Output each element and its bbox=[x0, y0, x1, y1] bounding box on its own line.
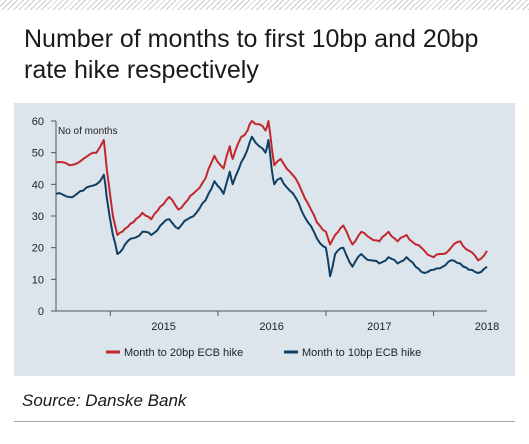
chart-title: Number of months to first 10bp and 20bp … bbox=[24, 25, 479, 84]
x-tick-label: 2015 bbox=[151, 321, 175, 333]
header-hatch-band bbox=[0, 0, 529, 10]
y-axis-label: No of months bbox=[58, 126, 117, 137]
source-note: Source: Danske Bank bbox=[22, 391, 187, 410]
legend-item-10bp-label: Month to 10bp ECB hike bbox=[302, 347, 421, 359]
x-tick-label: 2018 bbox=[475, 321, 499, 333]
y-tick-label: 60 bbox=[32, 116, 44, 128]
source-divider bbox=[14, 421, 515, 422]
y-tick-label: 0 bbox=[38, 306, 44, 318]
series-line-month-to-20bp bbox=[55, 120, 488, 262]
y-tick-label: 40 bbox=[32, 179, 44, 191]
chart-panel: 0 10 20 30 40 50 60 2015 2016 2017 2018 No of month… bbox=[14, 103, 515, 376]
y-tick-label: 30 bbox=[32, 211, 44, 223]
line-chart: 0 10 20 30 40 50 60 2015 2016 2017 2018 No of month… bbox=[32, 116, 499, 359]
y-tick-label: 20 bbox=[32, 243, 44, 255]
series-line-month-to-10bp bbox=[55, 135, 488, 278]
y-tick-label: 10 bbox=[32, 274, 44, 286]
legend-item-20bp-label: Month to 20bp ECB hike bbox=[124, 347, 243, 359]
x-tick-label: 2016 bbox=[259, 321, 283, 333]
x-tick-label: 2017 bbox=[367, 321, 391, 333]
y-tick-label: 50 bbox=[32, 148, 44, 160]
